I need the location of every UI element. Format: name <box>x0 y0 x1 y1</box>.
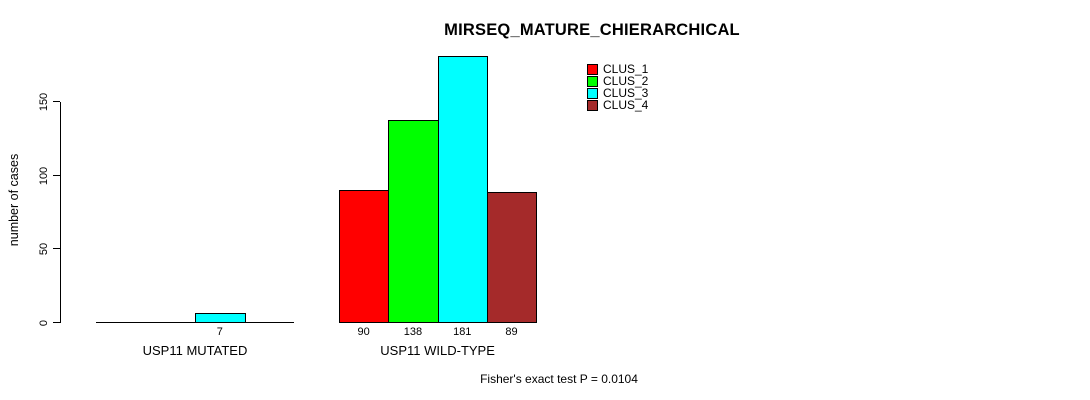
legend-label: CLUS_1 <box>603 62 649 76</box>
y-axis-line <box>60 102 61 323</box>
caption-pvalue: Fisher's exact test P = 0.0104 <box>480 372 638 386</box>
legend-item: CLUS_3 <box>587 87 648 99</box>
bar-value-label: 7 <box>216 326 223 338</box>
bar-value-label: 89 <box>505 326 518 338</box>
legend-item: CLUS_2 <box>587 75 648 87</box>
y-axis-tick-label: 0 <box>38 319 50 327</box>
y-axis-tick <box>53 101 60 102</box>
bar-clus_3-group1 <box>195 313 246 323</box>
legend-swatch-clus_2 <box>587 75 598 87</box>
bar-clus_2-group2 <box>388 120 439 323</box>
bar-value-label: 181 <box>453 326 472 338</box>
bar-value-label: 138 <box>403 326 423 338</box>
y-axis-tick-label: 100 <box>38 166 50 186</box>
y-axis-tick <box>53 175 60 176</box>
legend: CLUS_1 CLUS_2 CLUS_3 CLUS_4 <box>587 63 648 111</box>
bar-clus_3-group2 <box>437 56 488 323</box>
chart-title: MIRSEQ_MATURE_CHIERARCHICAL <box>444 21 740 39</box>
y-axis-tick-label: 50 <box>38 242 50 256</box>
bar-clus_1-group2 <box>339 190 390 323</box>
y-axis-tick-label: 150 <box>38 92 50 112</box>
y-axis-tick <box>53 248 60 249</box>
legend-swatch-clus_3 <box>587 87 598 99</box>
legend-item: CLUS_4 <box>587 99 648 111</box>
bar-clus_4-group2 <box>486 192 538 323</box>
legend-item: CLUS_1 <box>587 63 648 75</box>
y-axis-tick <box>53 322 60 323</box>
legend-label: CLUS_2 <box>603 74 649 88</box>
legend-swatch-clus_4 <box>587 99 598 111</box>
legend-label: CLUS_4 <box>603 98 649 112</box>
legend-swatch-clus_1 <box>587 63 598 75</box>
legend-label: CLUS_3 <box>603 86 649 100</box>
x-axis-category-label: USP11 WILD-TYPE <box>380 343 495 358</box>
bar-value-label: 90 <box>357 326 370 338</box>
x-axis-category-label: USP11 MUTATED <box>142 343 248 358</box>
y-axis-title: number of cases <box>7 153 21 247</box>
